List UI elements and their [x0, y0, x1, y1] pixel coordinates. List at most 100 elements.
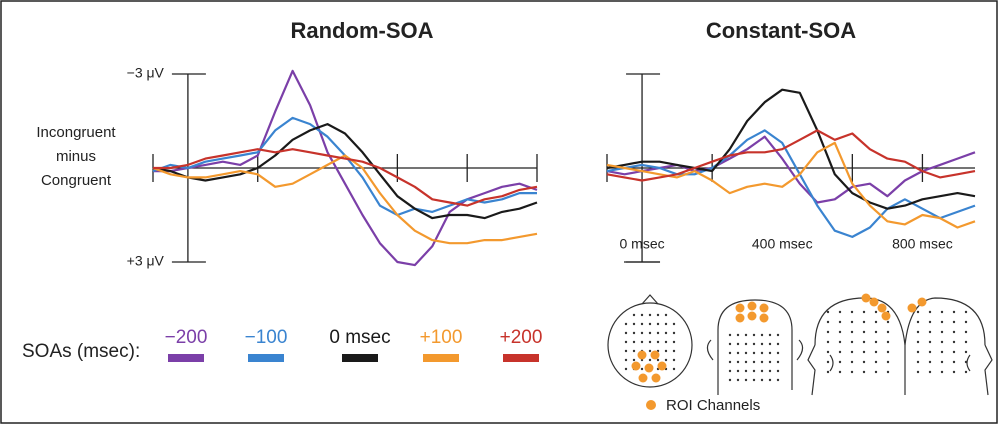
electrode: [916, 360, 920, 364]
electrode: [624, 367, 628, 371]
roi-electrode: [735, 303, 745, 313]
electrode: [776, 378, 780, 382]
electrode: [632, 313, 636, 317]
roi-electrode: [917, 297, 927, 307]
electrode: [874, 350, 878, 354]
electrode: [826, 350, 830, 354]
electrode: [964, 330, 968, 334]
electrode: [850, 330, 854, 334]
electrode: [886, 330, 890, 334]
erp-line: [153, 69, 538, 267]
electrode: [736, 342, 740, 346]
electrode: [744, 351, 748, 355]
electrode: [648, 331, 652, 335]
electrode: [862, 350, 866, 354]
electrode: [940, 310, 944, 314]
roi-electrode: [861, 293, 871, 303]
electrode: [640, 322, 644, 326]
electrode: [632, 340, 636, 344]
electrode: [664, 340, 668, 344]
electrode: [736, 333, 740, 337]
electrode: [850, 340, 854, 344]
electrode: [664, 322, 668, 326]
electrode: [656, 358, 660, 362]
electrode: [874, 320, 878, 324]
erp-line: [606, 135, 976, 204]
electrode: [744, 333, 748, 337]
electrode: [916, 370, 920, 374]
electrode: [838, 310, 842, 314]
electrode: [672, 358, 676, 362]
electrode: [624, 322, 628, 326]
legend-swatch: [423, 354, 459, 362]
electrode: [916, 310, 920, 314]
y-tick-label: +3 μV: [127, 253, 165, 269]
electrode: [640, 331, 644, 335]
electrode: [940, 330, 944, 334]
legend-swatch: [168, 354, 204, 362]
electrode: [928, 350, 932, 354]
legend-label: +100: [420, 327, 463, 348]
electrode: [874, 310, 878, 314]
electrode: [850, 310, 854, 314]
electrode: [656, 322, 660, 326]
electrode: [916, 330, 920, 334]
y-axis-label: Incongruent: [36, 124, 116, 141]
electrode: [952, 350, 956, 354]
electrode: [874, 330, 878, 334]
electrode: [672, 367, 676, 371]
electrode: [964, 320, 968, 324]
electrode: [632, 331, 636, 335]
electrode: [952, 360, 956, 364]
electrode: [728, 342, 732, 346]
electrode: [826, 360, 830, 364]
electrode: [768, 351, 772, 355]
electrode: [640, 340, 644, 344]
roi-electrode: [907, 303, 917, 313]
electrode: [648, 322, 652, 326]
electrode: [838, 350, 842, 354]
electrode: [952, 320, 956, 324]
electrode: [886, 340, 890, 344]
erp-line: [152, 154, 538, 245]
electrode: [752, 351, 756, 355]
legend-title: SOAs (msec):: [22, 341, 140, 362]
electrode: [768, 342, 772, 346]
head-maps: [607, 293, 993, 396]
electrode: [632, 349, 636, 353]
electrode: [752, 333, 756, 337]
electrode: [664, 331, 668, 335]
electrode: [776, 342, 780, 346]
electrode: [728, 333, 732, 337]
roi-electrode: [638, 373, 648, 383]
electrode: [940, 360, 944, 364]
electrode: [624, 349, 628, 353]
legend-label: +200: [500, 327, 543, 348]
electrode: [952, 330, 956, 334]
x-tick-label: 800 msec: [892, 236, 953, 252]
electrode: [632, 322, 636, 326]
electrode: [874, 370, 878, 374]
roi-electrode: [657, 361, 667, 371]
electrode: [928, 340, 932, 344]
erp-line: [152, 123, 538, 220]
electrode: [664, 349, 668, 353]
electrode: [728, 378, 732, 382]
y-axis-label: Congruent: [41, 172, 112, 189]
electrode: [672, 331, 676, 335]
electrode: [940, 370, 944, 374]
legend-label: −100: [245, 327, 288, 348]
y-tick-label: −3 μV: [127, 65, 165, 81]
electrode: [656, 331, 660, 335]
legend-swatch: [342, 354, 378, 362]
electrode: [952, 340, 956, 344]
electrode: [768, 360, 772, 364]
electrode: [826, 320, 830, 324]
x-tick-label: 400 msec: [752, 236, 813, 252]
electrode: [768, 369, 772, 373]
electrode: [656, 313, 660, 317]
electrode: [874, 340, 878, 344]
electrode: [826, 340, 830, 344]
electrode: [648, 340, 652, 344]
electrode: [826, 310, 830, 314]
